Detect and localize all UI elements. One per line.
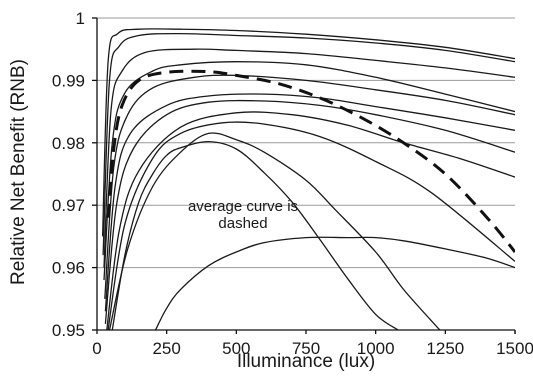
average-curve-dashed	[106, 69, 515, 253]
x-tick-label: 250	[152, 339, 180, 358]
x-axis-title: Illuminance (lux)	[237, 351, 375, 372]
rnb-curve-1	[101, 28, 515, 237]
x-tick-label: 500	[222, 339, 250, 358]
rnb-curve-6	[104, 93, 515, 312]
rnb-curve-12	[154, 236, 515, 330]
rnb-curve-5	[104, 74, 515, 299]
y-tick-label: 0.95	[52, 321, 85, 340]
rnb-curve-4	[103, 61, 515, 281]
rnb-curve-8	[106, 111, 515, 330]
gridlines	[97, 17, 515, 269]
rnb-curve-10	[108, 132, 441, 330]
y-tick-label: 0.98	[52, 134, 85, 153]
x-tick-label: 1500	[496, 339, 533, 358]
y-axis-title: Relative Net Benefit (RNB)	[8, 59, 29, 285]
x-tick-label: 1250	[426, 339, 464, 358]
curves	[101, 28, 515, 330]
y-tick-label: 0.96	[52, 259, 85, 278]
rnb-curve-9	[107, 121, 515, 330]
annotation-line-2: dashed	[218, 215, 267, 232]
x-tick-label: 0	[92, 339, 101, 358]
x-tick-label: 750	[292, 339, 320, 358]
y-tick-label: 1	[76, 9, 85, 28]
x-tick-label: 1000	[357, 339, 395, 358]
tick-labels: 0.95 0.96 0.97 0.98 0.99 1 0 250 500 750 1000 1250 1…	[52, 9, 533, 358]
rnb-curve-7	[104, 99, 515, 324]
axes	[92, 17, 516, 334]
y-tick-label: 0.99	[52, 71, 85, 90]
y-tick-label: 0.97	[52, 196, 85, 215]
rnb-curve-11	[111, 140, 399, 330]
rnb-curve-2	[102, 32, 515, 256]
rnb-curve-3	[103, 48, 515, 268]
annotation-line-1: average curve is	[188, 198, 298, 215]
